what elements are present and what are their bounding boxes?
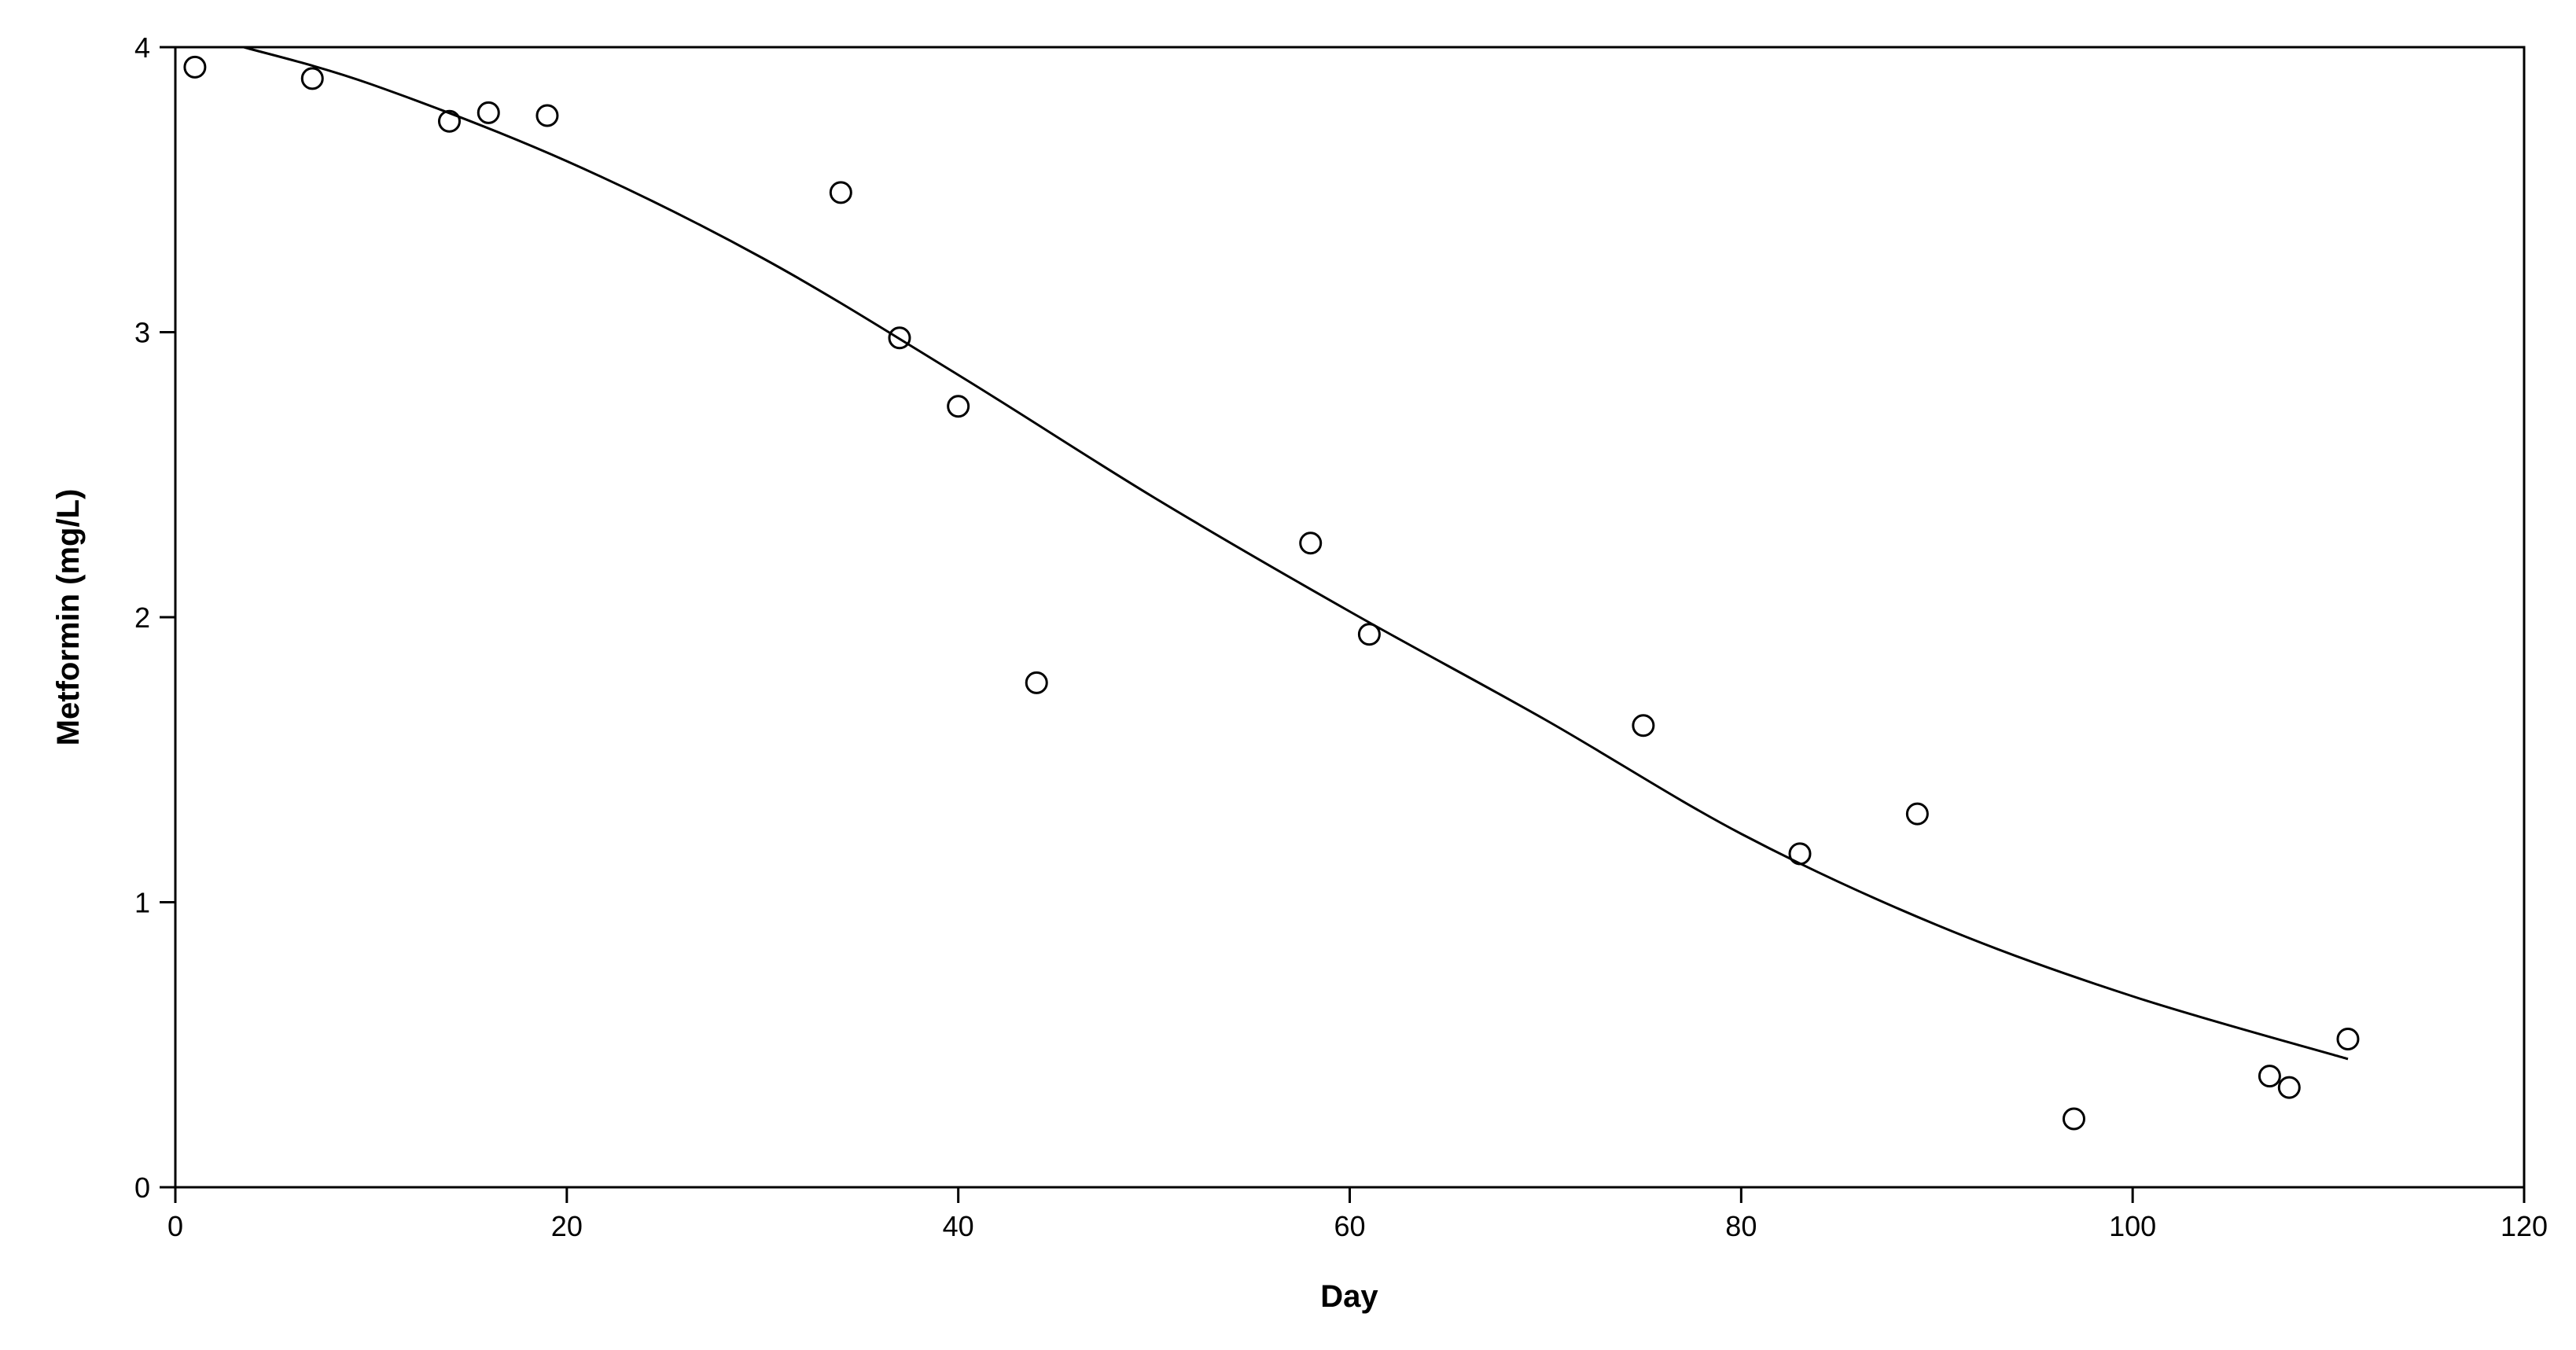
y-tick-label: 2: [134, 601, 150, 634]
x-tick-label: 80: [1725, 1210, 1757, 1242]
data-point: [888, 326, 911, 350]
data-point: [829, 181, 852, 204]
data-point: [1905, 802, 1929, 826]
y-tick-label: 0: [134, 1172, 150, 1204]
data-point: [183, 55, 207, 79]
plot-frame: [174, 46, 2526, 1189]
x-tick-label: 120: [2501, 1210, 2548, 1242]
data-point: [300, 67, 324, 90]
data-point: [2062, 1107, 2085, 1131]
data-points: [183, 55, 2360, 1131]
x-axis: 0 20 40 60 80 100 120: [167, 1187, 2548, 1242]
data-point: [1357, 623, 1381, 646]
data-point: [477, 101, 500, 124]
data-point: [535, 104, 559, 127]
data-point: [1025, 671, 1048, 694]
data-point: [2277, 1076, 2301, 1099]
x-tick-label: 100: [2109, 1210, 2156, 1242]
x-tick-label: 0: [167, 1210, 183, 1242]
y-tick-label: 4: [134, 31, 150, 64]
x-tick-label: 20: [551, 1210, 583, 1242]
data-point: [1632, 714, 1655, 738]
x-axis-title: Day: [1320, 1279, 1378, 1314]
data-point: [437, 109, 461, 133]
fitted-curve: [243, 46, 2349, 1061]
y-tick-label: 3: [134, 317, 150, 349]
y-axis-title: Metformin (mg/L): [51, 489, 86, 746]
data-point: [1788, 842, 1812, 866]
data-point: [1299, 532, 1323, 555]
y-axis: 0 1 2 3 4: [134, 31, 175, 1204]
y-tick-label: 1: [134, 887, 150, 919]
x-tick-label: 40: [943, 1210, 974, 1242]
data-point: [2258, 1065, 2281, 1088]
data-point: [947, 395, 970, 418]
x-tick-label: 60: [1334, 1210, 1365, 1242]
data-point: [2336, 1028, 2360, 1050]
